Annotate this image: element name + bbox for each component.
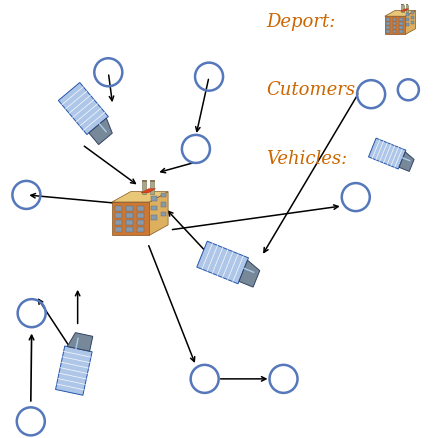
Polygon shape bbox=[385, 11, 415, 16]
Bar bbox=[386, 18, 390, 21]
Text: Vehicles:: Vehicles: bbox=[266, 149, 347, 168]
Polygon shape bbox=[385, 16, 405, 35]
Bar bbox=[399, 18, 403, 21]
Bar bbox=[137, 213, 144, 218]
Bar bbox=[126, 213, 133, 218]
Bar bbox=[411, 11, 414, 14]
Bar bbox=[392, 30, 396, 33]
Polygon shape bbox=[405, 11, 415, 35]
Bar bbox=[150, 180, 155, 182]
Bar bbox=[392, 26, 396, 29]
Bar bbox=[401, 5, 403, 12]
Bar bbox=[392, 22, 396, 25]
Bar bbox=[407, 13, 409, 15]
Bar bbox=[115, 220, 122, 225]
Bar bbox=[161, 193, 166, 197]
Polygon shape bbox=[112, 221, 168, 235]
Bar bbox=[126, 227, 133, 233]
Bar bbox=[399, 26, 403, 29]
Polygon shape bbox=[59, 82, 108, 134]
Polygon shape bbox=[401, 9, 409, 11]
Bar bbox=[406, 5, 408, 12]
Bar bbox=[151, 206, 157, 210]
Polygon shape bbox=[67, 332, 93, 351]
Bar bbox=[126, 220, 133, 225]
Polygon shape bbox=[112, 192, 168, 202]
Bar bbox=[406, 4, 408, 5]
Polygon shape bbox=[368, 138, 406, 169]
Polygon shape bbox=[89, 118, 112, 145]
Bar bbox=[386, 26, 390, 29]
Bar bbox=[407, 18, 409, 21]
Bar bbox=[151, 215, 157, 220]
Text: Cutomers:: Cutomers: bbox=[266, 81, 361, 99]
Bar bbox=[115, 213, 122, 218]
Polygon shape bbox=[399, 152, 414, 171]
Bar bbox=[407, 24, 409, 26]
Polygon shape bbox=[197, 241, 249, 284]
Bar bbox=[126, 205, 133, 211]
Bar bbox=[401, 4, 404, 5]
Polygon shape bbox=[149, 192, 168, 235]
Bar bbox=[392, 18, 396, 21]
Bar bbox=[142, 180, 147, 182]
Bar bbox=[399, 30, 403, 33]
Bar bbox=[411, 21, 414, 24]
Bar bbox=[161, 212, 166, 216]
Bar bbox=[137, 205, 144, 211]
Polygon shape bbox=[55, 346, 92, 395]
Bar bbox=[151, 196, 157, 201]
Bar bbox=[411, 16, 414, 19]
Bar bbox=[161, 202, 166, 207]
Bar bbox=[115, 227, 122, 233]
Bar bbox=[142, 181, 147, 194]
Polygon shape bbox=[385, 26, 415, 35]
Bar bbox=[137, 220, 144, 225]
Bar bbox=[115, 205, 122, 211]
Polygon shape bbox=[141, 189, 156, 193]
Bar bbox=[150, 181, 154, 194]
Bar bbox=[399, 22, 403, 25]
Bar bbox=[386, 22, 390, 25]
Text: Deport:: Deport: bbox=[266, 13, 335, 31]
Polygon shape bbox=[112, 202, 149, 235]
Bar bbox=[386, 30, 390, 33]
Bar bbox=[137, 227, 144, 233]
Polygon shape bbox=[239, 260, 260, 287]
